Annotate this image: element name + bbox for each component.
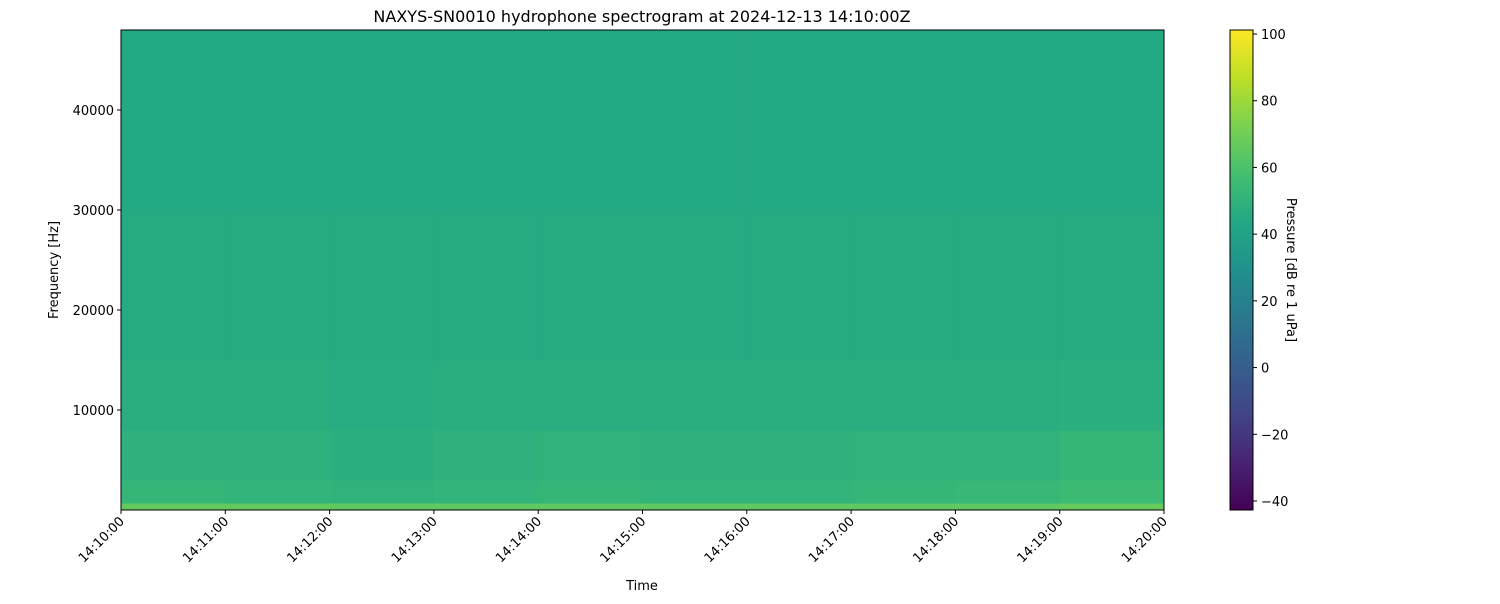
chart-title: NAXYS-SN0010 hydrophone spectrogram at 2… [373, 7, 910, 26]
heatmap-cell [851, 30, 956, 211]
heatmap-cell [1059, 30, 1165, 211]
heatmap-cell [538, 503, 643, 511]
heatmap-cell [1059, 360, 1165, 431]
heatmap-cell [642, 480, 748, 504]
colorbar-tick-label: −20 [1261, 428, 1288, 443]
colorbar [1229, 29, 1254, 511]
heatmap-cell [538, 30, 643, 211]
heatmap-cell [851, 210, 956, 361]
y-axis-label: Frequency [Hz] [47, 221, 62, 319]
heatmap-cell [851, 503, 956, 511]
heatmap-cell [433, 30, 539, 211]
x-tick-label: 14:17:00 [806, 514, 858, 566]
heatmap-cell [1059, 430, 1165, 481]
heatmap-cell [433, 360, 539, 431]
heatmap-cell [642, 503, 748, 511]
heatmap-cell [955, 503, 1061, 511]
heatmap-cell [642, 430, 748, 481]
heatmap-cell [329, 480, 435, 504]
colorbar-label: Pressure [dB re 1 uPa] [1283, 198, 1298, 342]
heatmap-cell [433, 210, 539, 361]
colorbar-tick-label: 60 [1261, 161, 1278, 176]
x-tick-label: 14:12:00 [285, 514, 337, 566]
heatmap-cell [538, 210, 643, 361]
colorbar-tick-label: 0 [1261, 362, 1269, 377]
heatmap-cell [746, 210, 852, 361]
x-tick-label: 14:11:00 [180, 514, 232, 566]
heatmap-cell [955, 360, 1061, 431]
heatmap-cell [433, 480, 539, 504]
colorbar-tick-label: −40 [1261, 495, 1288, 510]
y-tick-label: 40000 [73, 104, 114, 119]
heatmap-cell [1059, 503, 1165, 511]
y-axis: 10000 20000 30000 40000 [73, 104, 121, 419]
colorbar-tick-label: 40 [1261, 228, 1278, 243]
x-axis: 14:10:00 14:11:00 14:12:00 14:13:00 14:14:00… [76, 510, 1171, 566]
heatmap-cell [746, 503, 852, 511]
colorbar-axis: −40 −20 0 20 40 60 80 100 [1253, 28, 1288, 510]
heatmap-cells [121, 30, 1165, 511]
heatmap-cell [746, 360, 852, 431]
x-tick-label: 14:16:00 [702, 514, 754, 566]
heatmap-cell [538, 430, 643, 481]
x-tick-label: 14:15:00 [597, 514, 649, 566]
colorbar-tick-label: 80 [1261, 95, 1278, 110]
heatmap-cell [329, 210, 435, 361]
heatmap-cell [121, 480, 226, 504]
heatmap-cell [121, 30, 226, 211]
y-tick-label: 10000 [73, 404, 114, 419]
colorbar-tick-label: 100 [1261, 28, 1286, 43]
heatmap-cell [955, 430, 1061, 481]
x-tick-label: 14:19:00 [1015, 514, 1067, 566]
heatmap-cell [642, 30, 748, 211]
heatmap-cell [121, 210, 226, 361]
heatmap-cell [433, 503, 539, 511]
heatmap-cell [851, 480, 956, 504]
heatmap-cell [329, 503, 435, 511]
heatmap-cell [955, 30, 1061, 211]
heatmap-cell [225, 480, 331, 504]
heatmap-cell [851, 430, 956, 481]
heatmap-cell [121, 360, 226, 431]
heatmap-cell [329, 430, 435, 481]
heatmap-cell [538, 360, 643, 431]
heatmap-cell [225, 30, 331, 211]
heatmap-cell [851, 360, 956, 431]
heatmap-cell [642, 210, 748, 361]
heatmap-cell [121, 503, 226, 511]
colorbar-tick-label: 20 [1261, 295, 1278, 310]
heatmap-cell [121, 430, 226, 481]
heatmap-cell [955, 480, 1061, 504]
heatmap-cell [1059, 480, 1165, 504]
x-tick-label: 14:14:00 [493, 514, 545, 566]
heatmap-cell [746, 480, 852, 504]
heatmap-cell [433, 430, 539, 481]
x-tick-label: 14:10:00 [76, 514, 128, 566]
heatmap-cell [538, 480, 643, 504]
x-tick-label: 14:20:00 [1119, 514, 1171, 566]
heatmap-cell [225, 503, 331, 511]
y-tick-label: 20000 [73, 304, 114, 319]
heatmap-cell [225, 210, 331, 361]
x-axis-label: Time [625, 579, 658, 594]
x-tick-label: 14:13:00 [389, 514, 441, 566]
heatmap-cell [1059, 210, 1165, 361]
heatmap-cell [955, 210, 1061, 361]
heatmap-cell [225, 430, 331, 481]
heatmap-cell [329, 360, 435, 431]
heatmap-cell [329, 30, 435, 211]
x-tick-label: 14:18:00 [910, 514, 962, 566]
heatmap-cell [746, 30, 852, 211]
heatmap-cell [225, 360, 331, 431]
heatmap-cell [642, 360, 748, 431]
heatmap-cell [746, 430, 852, 481]
y-tick-label: 30000 [73, 204, 114, 219]
